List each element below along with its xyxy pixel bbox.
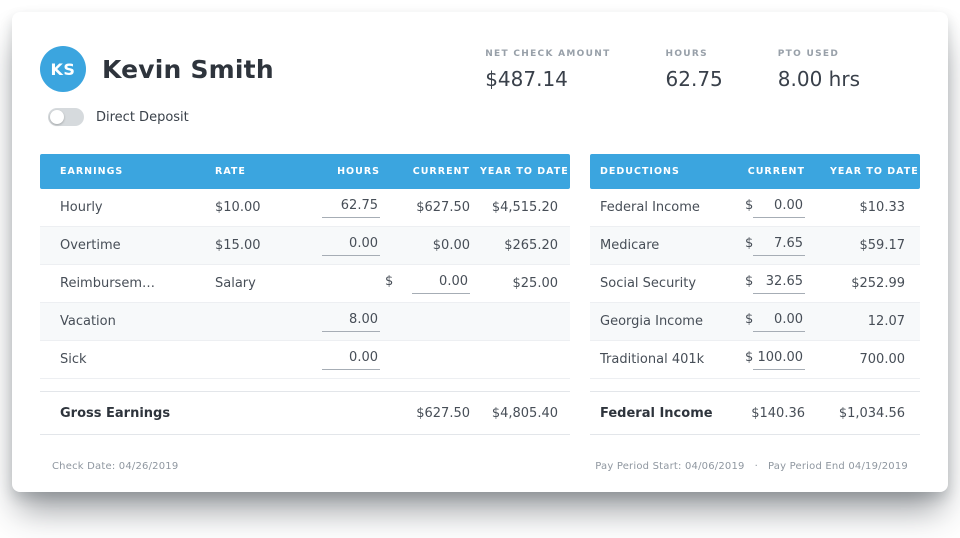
deduction-name: Georgia Income [600,314,703,329]
stat-label: HOURS [665,49,708,59]
header-deductions: DEDUCTIONS [600,166,680,177]
direct-deposit-label: Direct Deposit [96,109,189,125]
deduction-current-input[interactable]: 7.65 [753,236,805,256]
pay-period: Pay Period Start: 04/06/2019 · Pay Perio… [595,461,908,472]
deduction-current-input[interactable]: 100.00 [753,350,805,370]
table-row-sick: Sick 0.00 [40,341,570,379]
stat-label: NET CHECK AMOUNT [485,49,611,59]
table-row-vacation: Vacation 8.00 [40,303,570,341]
earnings-table-header: EARNINGS RATE HOURS CURRENT YEAR TO DATE [40,154,570,189]
earnings-table-body: Hourly $10.00 62.75 $627.50 $4,515.20 Ov… [40,189,570,379]
pay-period-separator: · [754,461,758,472]
earning-name: Reimbursem… [60,276,155,291]
dollar-sign: $ [385,273,394,289]
pay-period-end: Pay Period End 04/19/2019 [768,461,908,472]
gross-earnings-label: Gross Earnings [60,405,171,421]
earning-rate: Salary [215,276,256,291]
deductions-table: DEDUCTIONS CURRENT YEAR TO DATE Federal … [590,154,920,435]
header-year-to-date: YEAR TO DATE [830,166,919,177]
header-earnings: EARNINGS [60,166,124,177]
stat-pto-used: PTO USED 8.00 hrs [778,49,860,91]
hours-input[interactable]: 62.75 [322,198,380,218]
table-row-traditional-401k: Traditional 401k $ 100.00 700.00 [590,341,920,379]
deduction-ytd: $59.17 [859,238,906,253]
table-row-overtime: Overtime $15.00 0.00 $0.00 $265.20 [40,227,570,265]
table-row-reimbursement: Reimbursem… Salary $ 0.00 $25.00 [40,265,570,303]
earning-ytd: $4,515.20 [491,200,558,215]
employee-name: Kevin Smith [102,54,274,84]
dollar-sign: $ [745,273,754,289]
stat-net-check-amount: NET CHECK AMOUNT $487.14 [485,49,610,91]
header-year-to-date: YEAR TO DATE [480,166,569,177]
deduction-name: Social Security [600,276,697,291]
gross-earnings-row: Gross Earnings $627.50 $4,805.40 [40,391,570,435]
header-hours: HOURS [337,166,380,177]
earnings-table: EARNINGS RATE HOURS CURRENT YEAR TO DATE… [40,154,570,435]
table-row-hourly: Hourly $10.00 62.75 $627.50 $4,515.20 [40,189,570,227]
table-row-federal-income: Federal Income $ 0.00 $10.33 [590,189,920,227]
direct-deposit-toggle[interactable] [48,108,84,126]
earning-name: Hourly [60,200,103,215]
deduction-current-input[interactable]: 0.00 [753,198,805,218]
current-amount-input[interactable]: 0.00 [412,274,470,294]
stat-hours: HOURS 62.75 [666,49,723,91]
dollar-sign: $ [745,235,754,251]
deductions-total-ytd: $1,034.56 [838,405,905,421]
stat-value: 62.75 [665,67,723,91]
stat-value: 8.00 hrs [777,67,860,91]
hours-input[interactable]: 0.00 [322,350,380,370]
table-row-georgia-income: Georgia Income $ 0.00 12.07 [590,303,920,341]
deduction-ytd: 12.07 [867,314,905,329]
direct-deposit-row: Direct Deposit [40,108,920,126]
deduction-name: Federal Income [600,200,700,215]
deductions-table-header: DEDUCTIONS CURRENT YEAR TO DATE [590,154,920,189]
deduction-name: Medicare [600,238,660,253]
avatar: KS [40,46,86,92]
earning-name: Overtime [60,238,121,253]
deduction-ytd: 700.00 [859,352,906,367]
toggle-knob [50,110,64,124]
earning-current: $627.50 [416,200,470,215]
deductions-total-current: $140.36 [751,405,805,421]
deductions-total-label: Federal Income [600,405,713,421]
tables-section: EARNINGS RATE HOURS CURRENT YEAR TO DATE… [40,154,920,435]
header-rate: RATE [215,166,246,177]
deduction-ytd: $252.99 [851,276,905,291]
header-current: CURRENT [412,166,470,177]
earning-rate: $10.00 [215,200,261,215]
deductions-table-body: Federal Income $ 0.00 $10.33 Medicare $ [590,189,920,379]
dollar-sign: $ [745,197,754,213]
earning-ytd: $25.00 [512,276,559,291]
table-row-social-security: Social Security $ 32.65 $252.99 [590,265,920,303]
gross-earnings-ytd: $4,805.40 [491,405,558,421]
deduction-current-input[interactable]: 32.65 [753,274,805,294]
check-date: Check Date: 04/26/2019 [52,461,179,472]
earning-ytd: $265.20 [504,238,558,253]
gross-earnings-current: $627.50 [416,405,470,421]
header-current: CURRENT [747,166,805,177]
earning-rate: $15.00 [215,238,261,253]
dollar-sign: $ [745,349,754,365]
summary-stats: NET CHECK AMOUNT $487.14 HOURS 62.75 PTO… [485,47,860,91]
dollar-sign: $ [745,311,754,327]
paycheck-card: KS Kevin Smith NET CHECK AMOUNT $487.14 … [12,12,948,492]
stat-label: PTO USED [777,49,840,59]
pay-period-start: Pay Period Start: 04/06/2019 [595,461,745,472]
hours-input[interactable]: 8.00 [322,312,380,332]
meta-footer: Check Date: 04/26/2019 Pay Period Start:… [52,461,908,472]
earning-name: Sick [60,352,87,367]
stat-value: $487.14 [485,67,568,91]
employee-header: KS Kevin Smith NET CHECK AMOUNT $487.14 … [40,46,920,92]
hours-input[interactable]: 0.00 [322,236,380,256]
deductions-total-row: Federal Income $140.36 $1,034.56 [590,391,920,435]
earning-name: Vacation [60,314,116,329]
earning-current: $0.00 [432,238,470,253]
deduction-current-input[interactable]: 0.00 [753,312,805,332]
deduction-ytd: $10.33 [859,200,906,215]
table-row-medicare: Medicare $ 7.65 $59.17 [590,227,920,265]
deduction-name: Traditional 401k [600,352,705,367]
